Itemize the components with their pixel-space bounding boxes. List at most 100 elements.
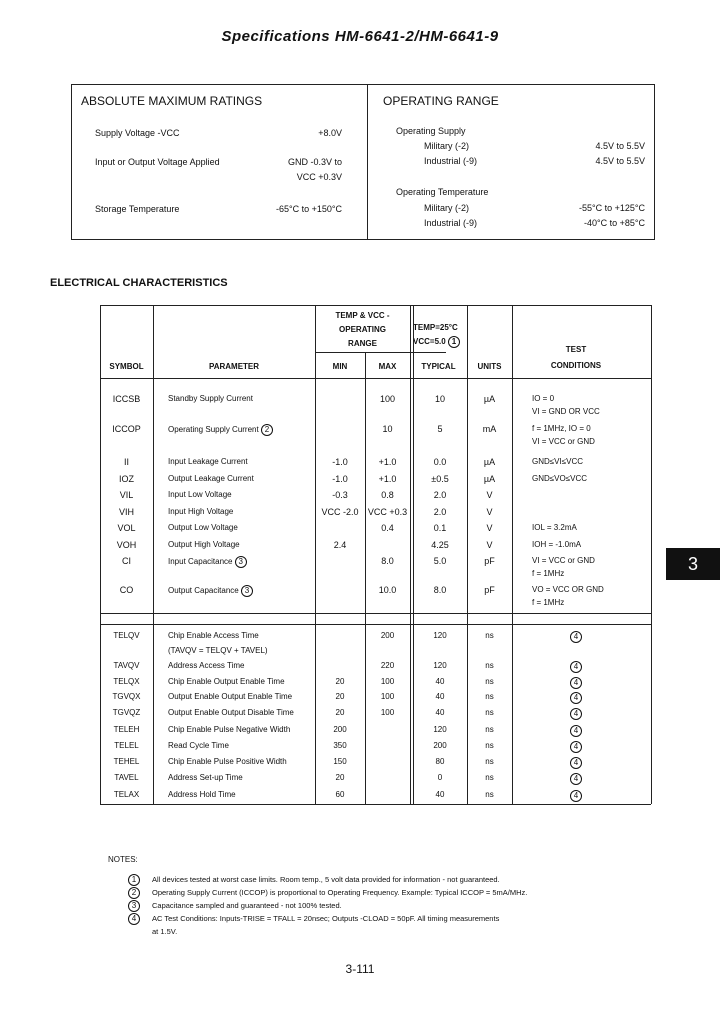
row-parameter: Chip Enable Pulse Positive Width: [168, 757, 287, 766]
row-units: µA: [483, 474, 496, 484]
row-condition: IO = 0: [532, 394, 555, 403]
row-typical: 5: [437, 424, 443, 434]
row-typical: 40: [435, 677, 445, 686]
note-circle-icon: 4: [570, 725, 582, 737]
row-min: 20: [335, 773, 345, 782]
row-units: pF: [484, 556, 495, 566]
row-parameter: Address Hold Time: [168, 790, 236, 799]
row-symbol: CI: [122, 556, 131, 566]
row-typical: 5.0: [433, 556, 447, 566]
row-max: +1.0: [378, 457, 397, 467]
row-condition: 4: [512, 725, 640, 737]
note-text: at 1.5V.: [152, 927, 178, 936]
row-max: 100: [380, 677, 395, 686]
row-min: -1.0: [332, 457, 348, 467]
row-parameter: Address Set-up Time: [168, 773, 243, 782]
row-min: -1.0: [332, 474, 348, 484]
parameter-text: Input High Voltage: [168, 507, 234, 516]
op-supply-label: Operating Supply: [396, 126, 466, 136]
table-rule: [651, 305, 652, 804]
parameter-text: Operating Supply Current: [168, 425, 259, 435]
table-rule: [467, 305, 468, 804]
row-typical: 2.0: [433, 490, 447, 500]
row-units: ns: [485, 661, 494, 670]
row-typical: 40: [435, 692, 445, 701]
row-symbol: TELAX: [113, 790, 140, 799]
row-parameter: Output Enable Output Enable Time: [168, 692, 293, 701]
table-rule: [365, 352, 366, 804]
row-min: 60: [335, 790, 345, 799]
header-vcc5: VCC=5.0: [413, 337, 446, 347]
note-circle-icon: 4: [570, 773, 582, 785]
row-min: 20: [335, 692, 345, 701]
row-condition: 4: [512, 790, 640, 802]
row-symbol: CO: [119, 585, 134, 595]
note-circle-icon: 3: [128, 900, 140, 912]
row-symbol: TELEL: [114, 741, 139, 750]
row-symbol: IOZ: [119, 474, 134, 484]
header-conditions: CONDITIONS: [550, 361, 602, 370]
row-min: 200: [333, 725, 347, 734]
row-parameter: Address Access Time: [168, 661, 245, 670]
row-units: V: [486, 540, 493, 550]
row-max: 100: [380, 692, 395, 701]
row-parameter: Chip Enable Pulse Negative Width: [168, 725, 291, 734]
row-parameter: Chip Enable Access Time: [168, 631, 259, 640]
note-number: 2: [128, 887, 140, 899]
page-title: Specifications HM-6641-2/HM-6641-9: [221, 28, 499, 45]
row-condition: f = 1MHz: [532, 598, 565, 607]
row-parameter: (TAVQV = TELQV + TAVEL): [168, 646, 268, 655]
row-symbol: VOH: [116, 540, 137, 550]
note-number: 4: [128, 913, 140, 925]
header-symbol: SYMBOL: [109, 362, 144, 371]
row-typical: 2.0: [433, 507, 447, 517]
row-max: 10.0: [378, 585, 397, 595]
row-symbol: TEHEL: [113, 757, 140, 766]
note-circle-icon: 3: [234, 556, 247, 568]
table-rule: [315, 305, 316, 804]
elec-heading: ELECTRICAL CHARACTERISTICS: [50, 277, 228, 289]
row-units: V: [486, 507, 493, 517]
note-circle-icon: 4: [570, 661, 582, 673]
row-symbol: VIL: [119, 490, 134, 500]
row-parameter: Output Enable Output Disable Time: [168, 708, 294, 717]
abs-max-value: -65°C to +150°C: [276, 204, 342, 214]
note-circle-icon: 4: [128, 913, 140, 925]
row-parameter: Input Leakage Current: [168, 457, 248, 466]
row-typical: 8.0: [433, 585, 447, 595]
row-typical: 0.1: [433, 523, 447, 533]
row-condition: VI = GND OR VCC: [532, 407, 600, 416]
row-parameter: Input Low Voltage: [168, 490, 232, 499]
row-units: µA: [483, 457, 496, 467]
row-max: 220: [380, 661, 395, 670]
parameter-text: Output Leakage Current: [168, 474, 254, 483]
row-units: ns: [485, 757, 494, 766]
row-min: 20: [335, 677, 345, 686]
row-min: 2.4: [333, 540, 347, 550]
row-parameter: Input High Voltage: [168, 507, 233, 516]
header-range: RANGE: [348, 339, 377, 348]
notes-heading: NOTES:: [108, 855, 138, 864]
op-label: Military (-2): [424, 141, 469, 151]
op-value: 4.5V to 5.5V: [595, 156, 645, 166]
header-operating: OPERATING: [339, 325, 386, 334]
note-ref-circle: 1: [447, 336, 460, 348]
row-condition: 4: [512, 677, 640, 689]
note-text: AC Test Conditions: Inputs-TRISE = TFALL…: [152, 914, 500, 923]
row-condition: IOH = -1.0mA: [532, 540, 582, 549]
row-typical: 40: [435, 708, 445, 717]
row-symbol: TELQX: [113, 677, 140, 686]
row-symbol: ICCSB: [112, 394, 141, 404]
op-label: Military (-2): [424, 203, 469, 213]
abs-max-value: VCC +0.3V: [296, 172, 342, 182]
note-circle-icon: 4: [570, 741, 582, 753]
row-units: V: [486, 523, 493, 533]
row-condition: 4: [512, 741, 640, 753]
op-label: Industrial (-9): [424, 156, 478, 166]
row-units: ns: [485, 725, 494, 734]
parameter-text: Input Capacitance: [168, 557, 233, 567]
row-min: -0.3: [332, 490, 348, 500]
header-temp-vcc: TEMP & VCC -: [335, 311, 390, 320]
op-value: 4.5V to 5.5V: [595, 141, 645, 151]
divider: [367, 84, 368, 239]
